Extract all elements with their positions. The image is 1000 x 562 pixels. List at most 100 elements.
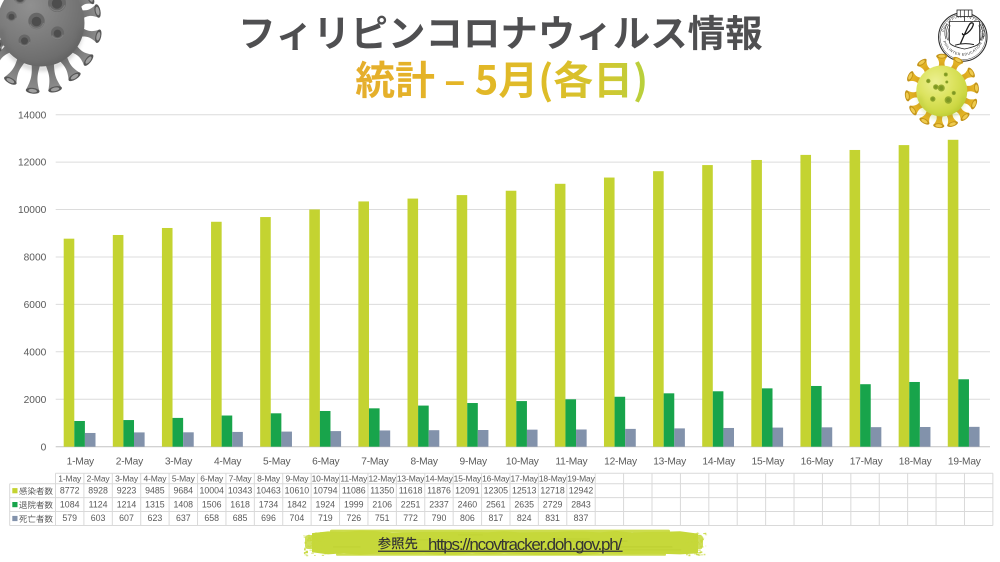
- svg-text:16-May: 16-May: [482, 473, 510, 483]
- svg-text:17-May: 17-May: [510, 473, 538, 483]
- svg-text:12305: 12305: [484, 485, 509, 495]
- svg-text:10463: 10463: [256, 485, 281, 495]
- svg-text:579: 579: [62, 513, 77, 523]
- svg-text:12-May: 12-May: [368, 473, 396, 483]
- svg-text:1734: 1734: [259, 499, 279, 509]
- svg-text:726: 726: [346, 513, 361, 523]
- svg-text:12-May: 12-May: [604, 457, 638, 468]
- svg-text:603: 603: [91, 513, 106, 523]
- svg-text:2843: 2843: [571, 499, 591, 509]
- svg-text:13-May: 13-May: [397, 473, 425, 483]
- svg-text:2337: 2337: [429, 499, 449, 509]
- svg-text:1-May: 1-May: [67, 457, 95, 468]
- svg-text:11876: 11876: [427, 485, 451, 495]
- svg-text:16-May: 16-May: [801, 457, 835, 468]
- svg-text:2-May: 2-May: [87, 473, 111, 483]
- svg-text:14000: 14000: [18, 110, 47, 121]
- svg-text:4-May: 4-May: [143, 473, 167, 483]
- svg-text:11350: 11350: [370, 485, 394, 495]
- svg-text:19-May: 19-May: [948, 457, 982, 468]
- svg-text:11618: 11618: [399, 485, 423, 495]
- svg-text:685: 685: [233, 513, 248, 523]
- svg-text:3-May: 3-May: [115, 473, 139, 483]
- svg-text:772: 772: [403, 513, 418, 523]
- svg-text:2251: 2251: [401, 499, 421, 509]
- svg-text:806: 806: [460, 513, 475, 523]
- svg-text:14-May: 14-May: [702, 457, 736, 468]
- svg-text:10-May: 10-May: [506, 457, 540, 468]
- svg-text:607: 607: [119, 513, 134, 523]
- svg-text:2106: 2106: [372, 499, 392, 509]
- svg-text:2635: 2635: [514, 499, 534, 509]
- svg-text:3-May: 3-May: [165, 457, 193, 468]
- svg-text:17-May: 17-May: [850, 457, 884, 468]
- svg-text:8-May: 8-May: [410, 457, 438, 468]
- svg-text:1408: 1408: [174, 499, 194, 509]
- svg-text:5-May: 5-May: [172, 473, 196, 483]
- svg-text:1999: 1999: [344, 499, 364, 509]
- svg-text:1506: 1506: [202, 499, 222, 509]
- svg-text:2460: 2460: [458, 499, 478, 509]
- svg-text:10794: 10794: [313, 485, 338, 495]
- svg-text:12000: 12000: [18, 158, 47, 169]
- svg-text:1084: 1084: [60, 499, 80, 509]
- svg-text:10004: 10004: [199, 485, 224, 495]
- svg-text:7-May: 7-May: [361, 457, 389, 468]
- svg-text:837: 837: [574, 513, 589, 523]
- svg-text:15-May: 15-May: [454, 473, 482, 483]
- svg-text:719: 719: [318, 513, 333, 523]
- svg-text:7-May: 7-May: [229, 473, 253, 483]
- svg-text:19-May: 19-May: [567, 473, 595, 483]
- svg-text:5-May: 5-May: [263, 457, 291, 468]
- svg-text:4-May: 4-May: [214, 457, 242, 468]
- svg-text:9223: 9223: [117, 485, 137, 495]
- svg-text:1-May: 1-May: [58, 473, 82, 483]
- svg-text:10000: 10000: [18, 205, 47, 216]
- svg-text:10-May: 10-May: [312, 473, 340, 483]
- svg-text:11-May: 11-May: [340, 473, 368, 483]
- svg-text:15-May: 15-May: [752, 457, 786, 468]
- svg-text:831: 831: [545, 513, 560, 523]
- svg-text:4000: 4000: [24, 347, 47, 358]
- svg-text:https://ncovtracker.doh.gov.ph: https://ncovtracker.doh.gov.ph/: [428, 535, 623, 554]
- svg-text:11-May: 11-May: [555, 457, 588, 468]
- svg-text:10610: 10610: [285, 485, 310, 495]
- svg-text:1842: 1842: [287, 499, 307, 509]
- svg-text:14-May: 14-May: [425, 473, 453, 483]
- svg-text:824: 824: [517, 513, 532, 523]
- svg-text:18-May: 18-May: [539, 473, 567, 483]
- svg-text:12091: 12091: [455, 485, 480, 495]
- svg-text:9-May: 9-May: [460, 457, 488, 468]
- svg-text:751: 751: [375, 513, 390, 523]
- svg-text:637: 637: [176, 513, 191, 523]
- svg-text:9485: 9485: [145, 485, 165, 495]
- svg-text:1214: 1214: [117, 499, 137, 509]
- svg-text:12942: 12942: [569, 485, 594, 495]
- svg-text:6-May: 6-May: [200, 473, 224, 483]
- svg-text:2-May: 2-May: [116, 457, 144, 468]
- svg-text:13-May: 13-May: [653, 457, 687, 468]
- svg-text:10343: 10343: [228, 485, 253, 495]
- svg-text:9684: 9684: [174, 485, 194, 495]
- svg-text:18-May: 18-May: [899, 457, 933, 468]
- svg-text:11086: 11086: [342, 485, 366, 495]
- svg-text:1124: 1124: [89, 499, 108, 509]
- svg-text:6000: 6000: [24, 300, 47, 311]
- svg-text:6-May: 6-May: [312, 457, 340, 468]
- svg-text:2000: 2000: [24, 395, 47, 406]
- svg-text:658: 658: [204, 513, 219, 523]
- svg-text:9-May: 9-May: [285, 473, 309, 483]
- svg-text:8000: 8000: [24, 253, 47, 264]
- svg-text:1924: 1924: [316, 499, 336, 509]
- svg-text:12718: 12718: [540, 485, 565, 495]
- svg-text:2561: 2561: [486, 499, 506, 509]
- svg-text:704: 704: [290, 513, 305, 523]
- svg-text:696: 696: [261, 513, 276, 523]
- svg-text:623: 623: [148, 513, 163, 523]
- svg-text:2729: 2729: [543, 499, 563, 509]
- svg-text:790: 790: [432, 513, 447, 523]
- svg-text:8772: 8772: [60, 485, 80, 495]
- svg-text:1315: 1315: [145, 499, 165, 509]
- svg-text:817: 817: [488, 513, 503, 523]
- svg-text:1618: 1618: [230, 499, 250, 509]
